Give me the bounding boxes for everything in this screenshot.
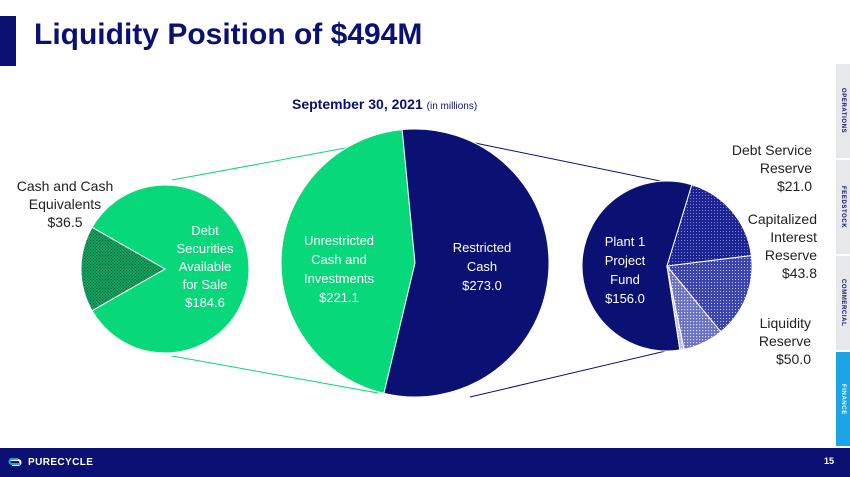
tab-finance-label: FINANCE: [840, 383, 846, 415]
connector-top-left: [171, 141, 379, 181]
purecycle-logo-icon: [8, 458, 22, 466]
tab-commercial-label: COMMERCIAL: [840, 279, 846, 327]
center-slice-1: [383, 128, 550, 398]
connector-bottom-right: [469, 349, 671, 398]
label-debt-securities: Debt Securities Available for Sale $184.6: [176, 223, 234, 310]
left-slice-1: [80, 226, 167, 312]
pie-left: [80, 184, 250, 354]
tab-feedstock[interactable]: FEEDSTOCK: [836, 160, 850, 256]
label-unrestricted: Unrestricted Cash and Investments $221.1: [304, 233, 375, 305]
label-debt-service: Debt Service Reserve $21.0: [732, 142, 812, 194]
left-slice-0: [91, 184, 250, 354]
tab-commercial[interactable]: COMMERCIAL: [836, 256, 850, 352]
center-slice-0: [280, 129, 416, 394]
pie-center: [280, 128, 550, 398]
tab-operations[interactable]: OPERATIONS: [836, 64, 850, 160]
title-accent-bar: [0, 16, 16, 66]
page-title: Liquidity Position of $494M: [34, 18, 423, 51]
label-cash-equivalents: Cash and Cash Equivalents $36.5: [17, 178, 114, 230]
tab-operations-label: OPERATIONS: [840, 88, 846, 134]
pie-right: [581, 180, 753, 352]
chart-subtitle: September 30, 2021 (in millions): [292, 96, 477, 112]
tab-feedstock-label: FEEDSTOCK: [840, 185, 846, 229]
label-liquidity-reserve: Liquidity Reserve $50.0: [759, 315, 811, 367]
subtitle-date: September 30, 2021: [292, 96, 423, 112]
connector-bottom-left: [171, 355, 379, 394]
section-nav: OPERATIONS FEEDSTOCK COMMERCIAL FINANCE: [836, 64, 850, 448]
chart-labels: Debt Securities Available for Sale $184.6 Cas…: [17, 142, 817, 367]
logo-text: PURECYCLE: [28, 456, 94, 468]
subtitle-note: (in millions): [426, 101, 478, 112]
label-plant-fund: Plant 1 Project Fund $156.0: [605, 234, 646, 306]
label-restricted: Restricted Cash $273.0: [453, 240, 512, 293]
right-slice-4: [666, 184, 752, 267]
page-number: 15: [823, 456, 834, 466]
right-slice-0: [581, 180, 693, 352]
purecycle-logo: PURECYCLE: [8, 455, 93, 469]
tab-finance[interactable]: FINANCE: [836, 352, 850, 448]
footer-bar: PURECYCLE 15: [0, 448, 850, 477]
label-capitalized-interest: Capitalized Interest Reserve $43.8: [748, 211, 817, 281]
right-slice-3: [666, 254, 753, 333]
connector-top-right: [469, 141, 671, 184]
